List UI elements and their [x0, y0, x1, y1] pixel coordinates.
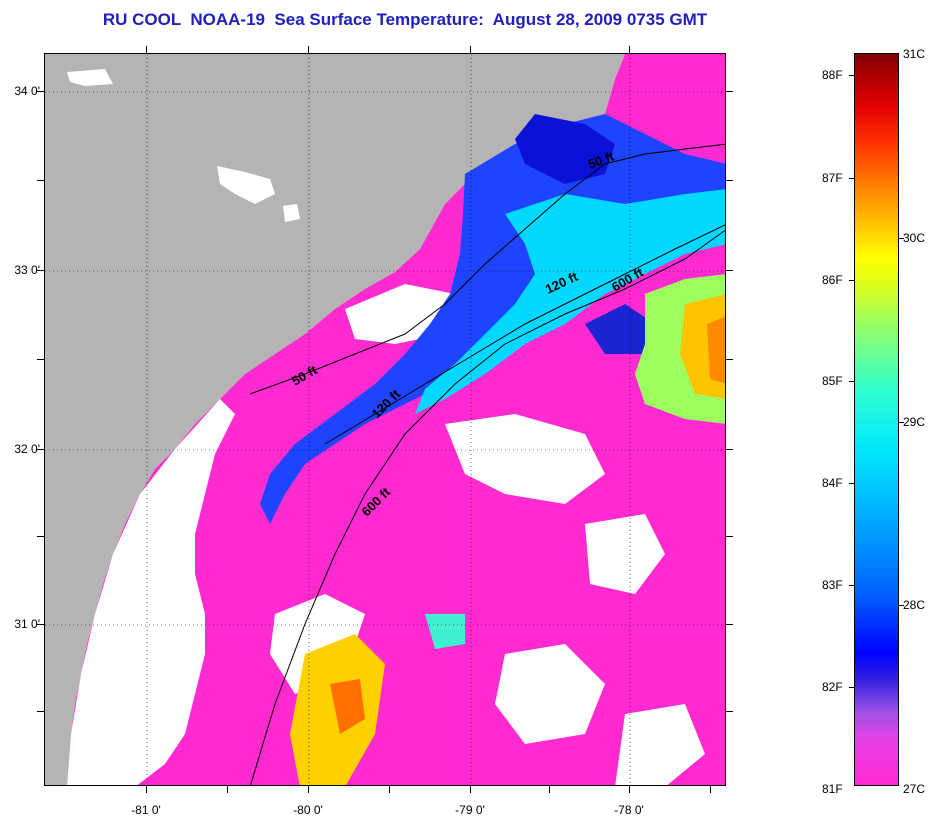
water-cyan-patch	[425, 614, 465, 649]
contour-120ft	[324, 224, 725, 445]
lat-label: 34 0'	[14, 84, 40, 98]
colorbar-c-label: 29C	[903, 415, 926, 429]
water-darkblue	[515, 114, 615, 184]
colorbar-f-label: 88F	[822, 68, 843, 82]
colorbar-c-label: 31C	[903, 47, 926, 61]
colorbar-c-label: 28C	[903, 598, 926, 612]
sst-map-canvas: 50 ft 120 ft 600 ft 50 ft 120 ft 600 ft	[45, 54, 725, 785]
map-title: RU COOL NOAA-19 Sea Surface Temperature:…	[102, 10, 708, 29]
sst-map[interactable]: 50 ft 120 ft 600 ft 50 ft 120 ft 600 ft	[44, 53, 726, 786]
colorbar-c-label: 30C	[903, 231, 926, 245]
water-warm-south-core	[330, 679, 365, 734]
colorbar-f-label: 84F	[822, 476, 843, 490]
lat-label: 33 0'	[14, 263, 40, 277]
land-cloud	[217, 166, 275, 204]
lon-label: -78 0'	[614, 803, 644, 817]
lon-label: -80 0'	[293, 803, 323, 817]
water-darkblue	[585, 304, 655, 354]
colorbar-c-label: 27C	[903, 782, 926, 796]
lat-label: 31 0'	[14, 617, 40, 631]
land-cloud	[283, 204, 300, 222]
water-cloud	[445, 414, 605, 504]
temperature-colorbar	[854, 53, 899, 786]
graticule	[45, 54, 725, 785]
colorbar-f-label: 87F	[822, 171, 843, 185]
water-cloud	[67, 399, 235, 785]
water-cloud	[495, 644, 605, 744]
water-cloud	[585, 514, 665, 594]
land-area	[45, 54, 625, 785]
colorbar-f-label: 86F	[822, 273, 843, 287]
water-warm-core	[707, 316, 725, 384]
land-cloud	[67, 69, 113, 86]
colorbar-f-label: 83F	[822, 578, 843, 592]
contour-600ft	[250, 229, 725, 785]
water-cloud	[615, 704, 705, 785]
lon-label: -79 0'	[455, 803, 485, 817]
colorbar-f-label: 85F	[822, 374, 843, 388]
colorbar-f-label: 82F	[822, 680, 843, 694]
lon-label: -81 0'	[131, 803, 161, 817]
lat-label: 32 0'	[14, 442, 40, 456]
colorbar-f-label: 81F	[822, 782, 843, 796]
contour-50ft	[249, 143, 725, 395]
